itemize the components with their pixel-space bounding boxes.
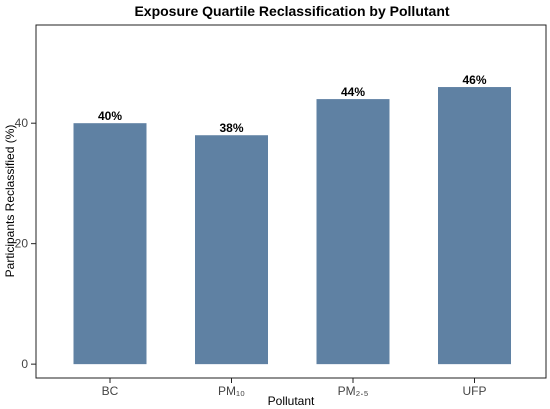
bar (73, 123, 147, 365)
chart-title: Exposure Quartile Reclassification by Po… (134, 3, 449, 19)
x-tick-label: PM₁₀ (218, 384, 245, 398)
bar-value-label: 46% (462, 73, 486, 87)
bar (195, 135, 268, 365)
bar-value-label: 40% (98, 109, 122, 123)
bar-value-label: 44% (341, 85, 365, 99)
y-axis-label: Participants Reclassified (%) (3, 125, 17, 278)
bar-value-label: 38% (219, 121, 243, 135)
y-axis: 0 20 40 (15, 116, 36, 371)
y-tick-label: 0 (21, 357, 28, 371)
data-labels: 40% 38% 44% 46% (98, 73, 487, 135)
bar (438, 87, 511, 365)
bar (316, 99, 390, 365)
y-tick-label: 40 (15, 116, 29, 130)
y-tick-label: 20 (15, 237, 29, 251)
x-axis-label: Pollutant (268, 394, 315, 408)
x-tick-label: PM₂.₅ (338, 384, 369, 398)
plot-area-frame (35, 24, 547, 379)
x-axis: BC PM₁₀ PM₂.₅ UFP (102, 378, 487, 398)
x-tick-label: BC (102, 384, 119, 398)
x-tick-label: UFP (463, 384, 487, 398)
bar-series (73, 87, 511, 365)
